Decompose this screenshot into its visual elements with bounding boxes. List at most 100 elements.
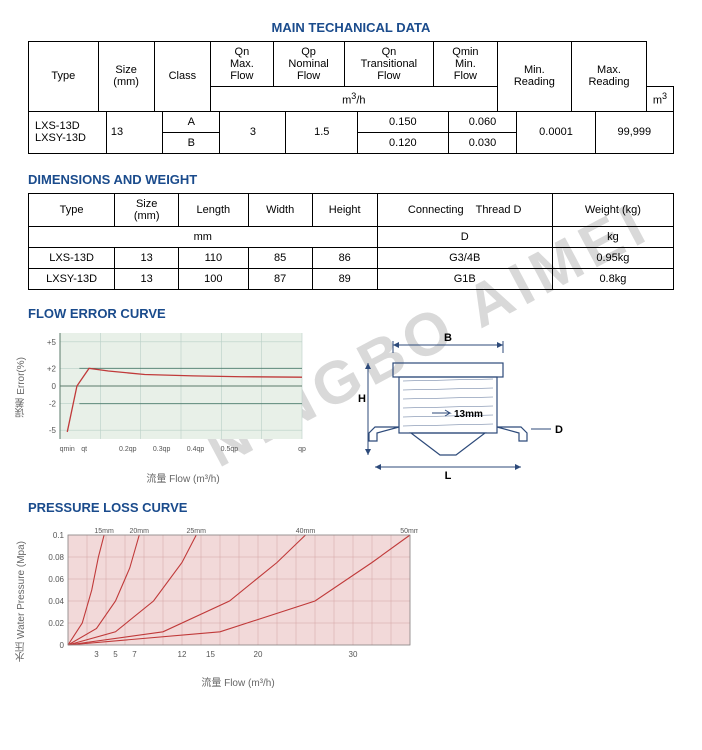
svg-text:13mm: 13mm [454,409,483,420]
svg-text:+5: +5 [47,337,57,346]
td-qnmax: 3 [220,111,286,153]
table-row: LXSY-13D 13 100 87 89 G1B 0.8kg [29,268,674,289]
dimension-drawing: B H D 13mm L [338,327,578,490]
svg-text:-2: -2 [49,399,57,408]
unit-d: D [377,226,552,247]
title-pressure-loss: PRESSURE LOSS CURVE [28,500,674,515]
type1: LXS-13D [35,120,80,132]
cell: 0.8kg [552,268,673,289]
svg-text:0.06: 0.06 [48,575,64,584]
td-minread: 0.0001 [517,111,595,153]
pressure-loss-chart: 水压 Water Pressure (Mpa) 00.020.040.060.0… [28,521,418,689]
svg-text:0: 0 [60,641,65,650]
cell: 87 [248,268,312,289]
th2-thread: Connecting Thread D [377,193,552,226]
svg-text:20: 20 [254,650,263,659]
svg-text:12: 12 [178,650,187,659]
svg-text:qt: qt [81,446,87,453]
th-class: Class [154,42,211,112]
y-axis-label: 误差 Error(%) [14,357,29,418]
svg-text:25mm: 25mm [187,528,207,535]
svg-text:D: D [555,424,563,436]
type2: LXSY-13D [35,132,86,144]
svg-text:30: 30 [349,650,358,659]
unit-vol: m3 [646,87,673,112]
th-size: Size (mm) [98,42,154,112]
title-flow-error: FLOW ERROR CURVE [28,306,674,321]
td-qntransA: 0.150 [358,111,449,132]
th2-height: Height [312,193,377,226]
cell: LXS-13D [29,247,115,268]
dimensions-table: Type Size (mm) Length Width Height Conne… [28,193,674,290]
svg-text:0: 0 [52,382,57,391]
svg-text:0.08: 0.08 [48,553,64,562]
cell: 13 [115,268,179,289]
svg-text:qp: qp [298,446,306,453]
svg-text:0.4qp: 0.4qp [187,446,205,453]
svg-text:H: H [358,393,366,405]
cell: 13 [115,247,179,268]
flow-error-chart: 误差 Error(%) -5-20+2+5qminqt0.2qp0.3qp0.4… [28,327,308,490]
th2-weight: Weight (kg) [552,193,673,226]
svg-text:0.2qp: 0.2qp [119,446,137,453]
cell: G3/4B [377,247,552,268]
svg-text:50mm: 50mm [400,528,418,535]
th-qnmax: Qn Max. Flow [211,42,274,87]
x-axis-label: 流量 Flow (m³/h) [58,470,308,485]
unit-mm: mm [29,226,378,247]
th2-length: Length [179,193,248,226]
svg-text:0.02: 0.02 [48,619,64,628]
svg-text:7: 7 [132,650,137,659]
cell: 110 [179,247,248,268]
unit-kg: kg [552,226,673,247]
svg-text:0.04: 0.04 [48,597,64,606]
td-qminA: 0.060 [448,111,517,132]
table-row: LXS-13D 13 110 85 86 G3/4B 0.95kg [29,247,674,268]
technical-data-table-unitrow: LXS-13DLXSY-13D 13 A 3 1.5 0.150 0.060 0… [28,111,674,154]
cell: LXSY-13D [29,268,115,289]
td-qpnom: 1.5 [286,111,358,153]
title-dimensions: DIMENSIONS AND WEIGHT [28,172,674,187]
th-minread: Min. Reading [497,42,572,112]
th2-size: Size (mm) [115,193,179,226]
svg-text:20mm: 20mm [130,528,150,535]
svg-text:40mm: 40mm [296,528,316,535]
th-type: Type [29,42,99,112]
th2-width: Width [248,193,312,226]
th-qpnom: Qp Nominal Flow [273,42,344,87]
svg-text:0.3qp: 0.3qp [153,446,171,453]
svg-text:-5: -5 [49,426,57,435]
cell: 86 [312,247,377,268]
td-size: 13 [106,111,162,153]
unit-flow: m3/h [211,87,497,112]
svg-text:L: L [445,470,452,482]
svg-text:15mm: 15mm [94,528,114,535]
svg-text:3: 3 [94,650,99,659]
svg-text:0.5qp: 0.5qp [221,446,239,453]
td-classA: A [163,111,220,132]
cell: 85 [248,247,312,268]
cell: 100 [179,268,248,289]
svg-text:5: 5 [113,650,118,659]
svg-text:+2: +2 [47,364,57,373]
th-qmin: Qmin Min. Flow [434,42,497,87]
cell: 0.95kg [552,247,673,268]
th-maxread: Max. Reading [572,42,647,112]
th2-type: Type [29,193,115,226]
td-maxread: 99,999 [595,111,673,153]
td-qminB: 0.030 [448,132,517,153]
title-technical: MAIN TECHANICAL DATA [148,20,554,35]
svg-text:B: B [444,332,452,344]
svg-text:qmin: qmin [60,446,75,453]
th-qntrans: Qn Transitional Flow [344,42,434,87]
svg-text:0.1: 0.1 [53,531,65,540]
td-classB: B [163,132,220,153]
technical-data-table: Type Size (mm) Class Qn Max. Flow Qp Nom… [28,41,674,112]
cell: G1B [377,268,552,289]
td-types: LXS-13DLXSY-13D [29,111,107,153]
cell: 89 [312,268,377,289]
x-axis-label-2: 流量 Flow (m³/h) [58,674,418,689]
y-axis-label-2: 水压 Water Pressure (Mpa) [14,541,29,662]
svg-text:15: 15 [206,650,215,659]
td-qntransB: 0.120 [358,132,449,153]
